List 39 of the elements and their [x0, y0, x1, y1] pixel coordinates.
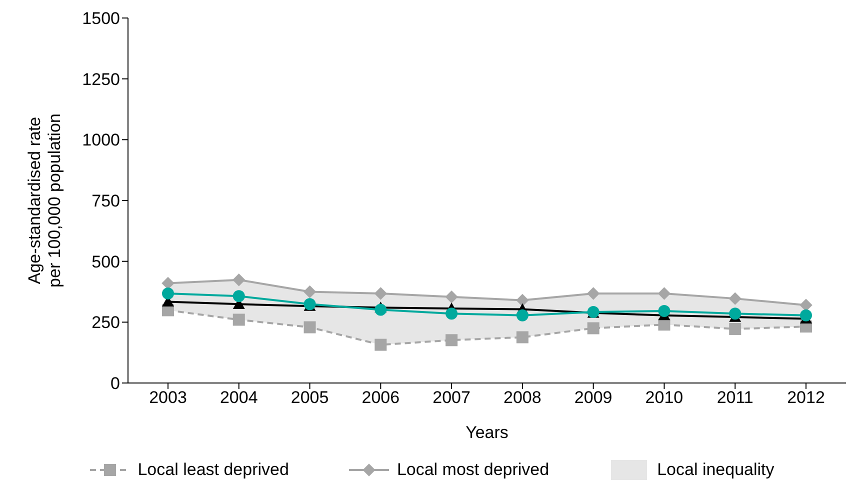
y-tick-label: 1500	[82, 9, 120, 28]
point	[658, 304, 670, 317]
x-tick-label: 2011	[716, 388, 754, 408]
point	[800, 298, 812, 312]
point	[374, 338, 387, 351]
y-tick-label: 250	[92, 313, 120, 332]
y-tick-label: 500	[92, 252, 120, 272]
point	[800, 309, 812, 322]
legend-label: Local least deprived	[138, 460, 289, 480]
x-tick-label: 2012	[787, 388, 825, 408]
point	[446, 308, 458, 320]
x-tick-label: 2005	[290, 388, 329, 408]
point	[516, 331, 528, 344]
point	[587, 322, 600, 334]
point	[729, 308, 742, 320]
x-tick-label: 2009	[574, 388, 612, 408]
y-tick-label: 1000	[82, 130, 120, 150]
point	[516, 309, 528, 322]
legend-label: Local inequality	[657, 460, 774, 480]
y-tick-label: 750	[92, 192, 120, 211]
point	[729, 322, 742, 335]
x-tick-label: 2006	[362, 388, 400, 408]
point	[162, 276, 174, 290]
point	[304, 321, 316, 334]
x-tick-label: 2007	[432, 388, 470, 408]
x-axis-title: Years	[466, 423, 508, 442]
point	[232, 314, 245, 326]
x-tick-label: 2003	[149, 388, 187, 408]
y-tick-label: 1250	[82, 70, 120, 89]
point	[232, 290, 245, 302]
x-tick-label: 2008	[504, 388, 542, 408]
x-tick-label: 2010	[645, 388, 684, 408]
y-axis-title: Age-standardised rate per 100,000 population	[25, 114, 64, 288]
point	[374, 304, 387, 316]
point	[446, 334, 458, 346]
x-tick-label: 2004	[220, 388, 258, 408]
point	[162, 287, 174, 300]
legend-label: Local most deprived	[396, 460, 550, 480]
y-tick-label: 0	[110, 374, 120, 394]
